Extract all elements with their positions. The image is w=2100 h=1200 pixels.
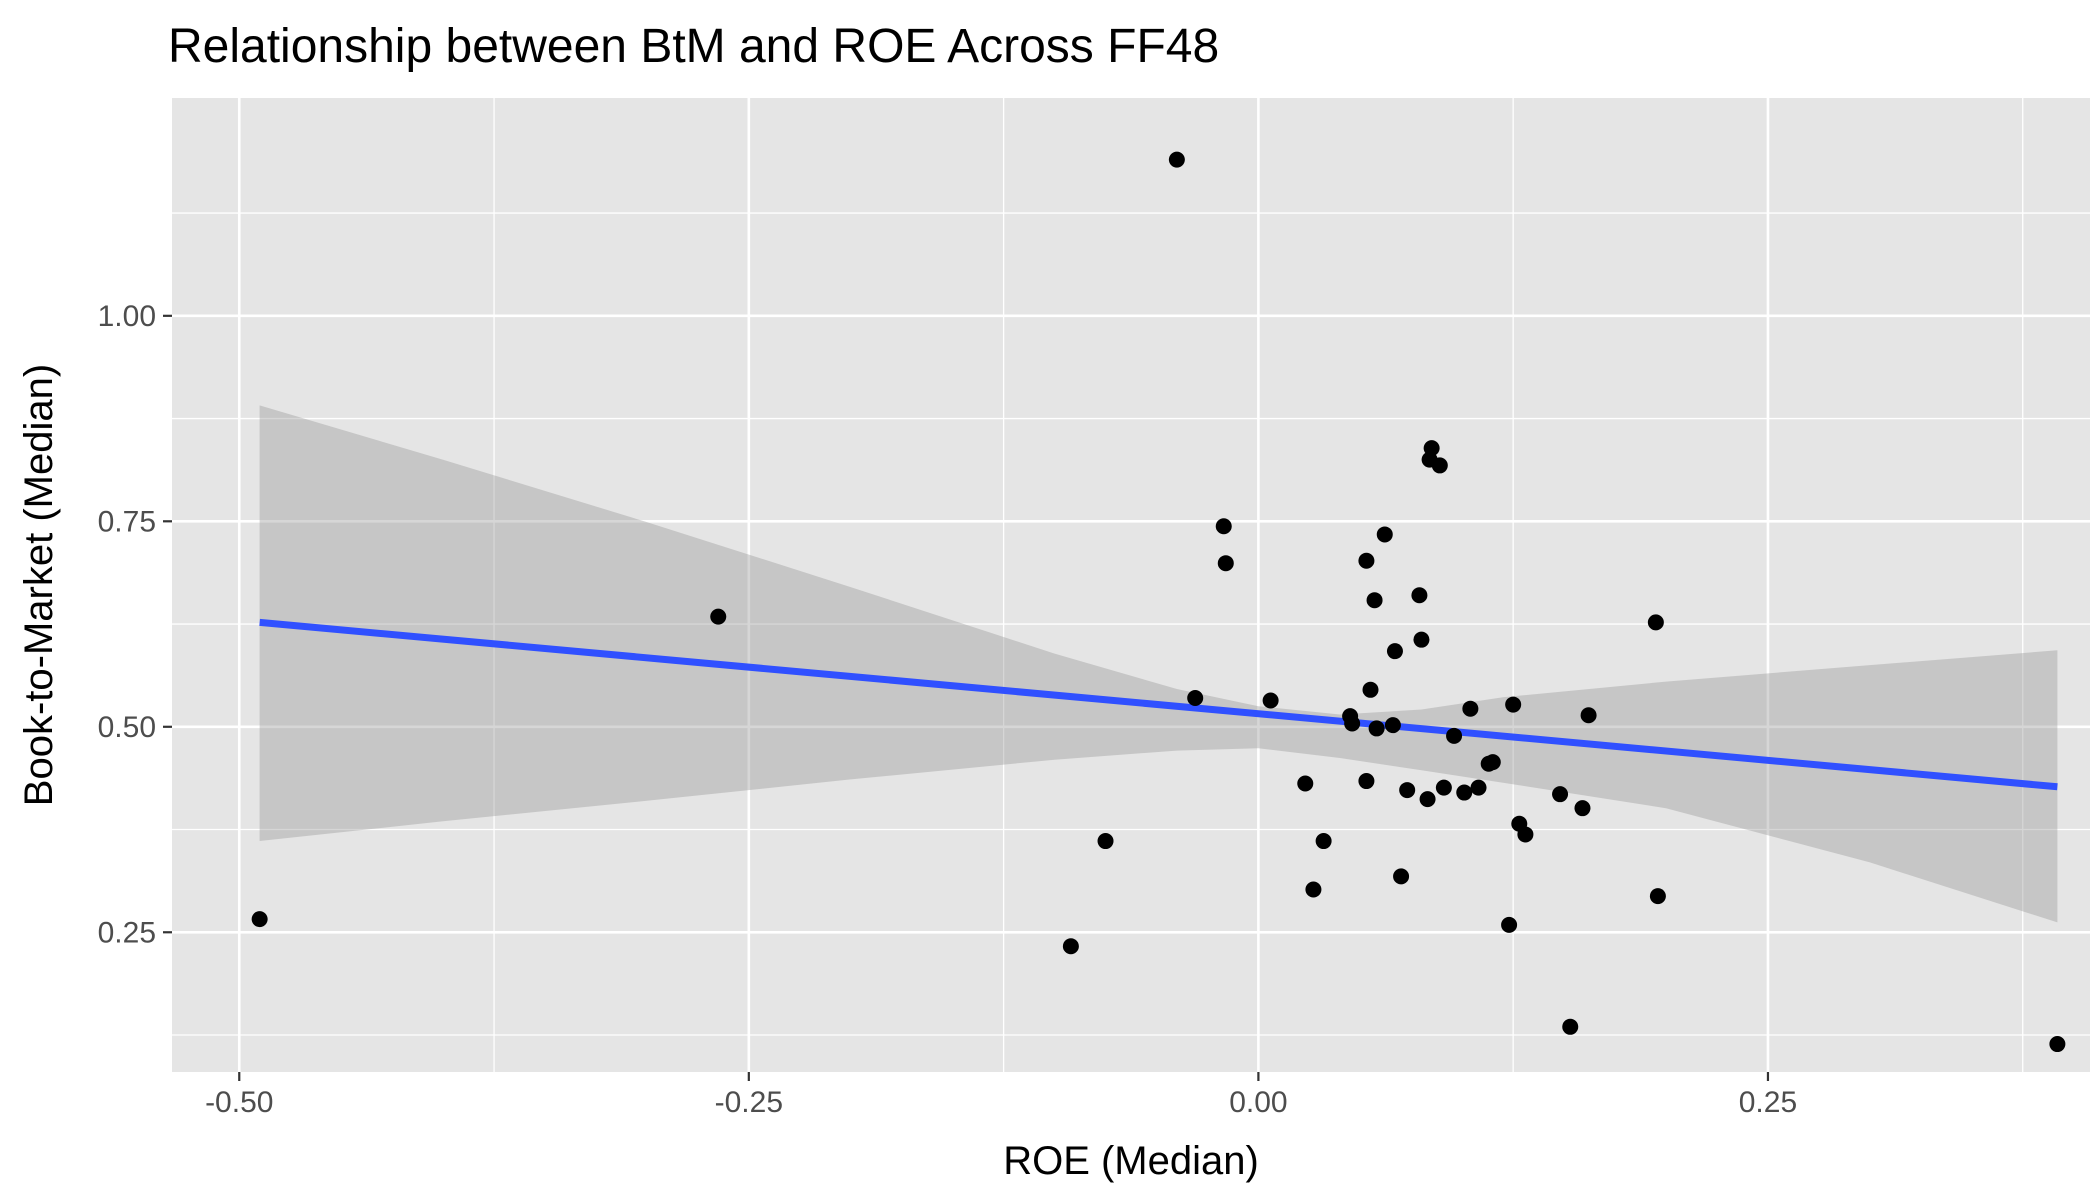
data-point — [710, 608, 727, 625]
data-point — [1376, 526, 1393, 543]
data-point — [1552, 786, 1569, 803]
data-point — [1305, 881, 1322, 898]
data-point — [1062, 938, 1079, 955]
data-point — [1358, 552, 1375, 569]
data-point — [1419, 791, 1436, 808]
chart-title: Relationship between BtM and ROE Across … — [168, 20, 1219, 73]
x-tick-label: -0.50 — [205, 1086, 273, 1119]
data-point — [1462, 700, 1479, 717]
data-points — [251, 151, 2066, 1053]
data-point — [1431, 457, 1448, 474]
data-point — [1435, 779, 1452, 796]
data-point — [2049, 1036, 2066, 1053]
data-point — [1384, 717, 1401, 734]
confidence-band — [259, 405, 2058, 923]
data-point — [1097, 833, 1114, 850]
major-gridlines — [172, 98, 2090, 1072]
data-point — [1366, 592, 1383, 609]
data-point — [1187, 690, 1204, 707]
data-point — [1484, 754, 1501, 771]
data-point — [1647, 614, 1664, 631]
y-axis-title: Book-to-Market (Median) — [17, 364, 61, 806]
regression-line — [259, 618, 2058, 791]
data-point — [1470, 779, 1487, 796]
data-point — [1580, 707, 1597, 724]
data-point — [1399, 782, 1416, 799]
x-axis-title: ROE (Median) — [1003, 1139, 1259, 1183]
data-point — [1574, 800, 1591, 817]
data-point — [1168, 151, 1185, 168]
y-tick-label: 0.50 — [98, 711, 156, 744]
data-point — [1368, 720, 1385, 737]
data-point — [1411, 587, 1428, 604]
data-point — [1362, 681, 1379, 698]
data-point — [1315, 833, 1332, 850]
x-tick-label: 0.00 — [1229, 1086, 1287, 1119]
data-point — [1517, 826, 1534, 843]
x-axis-ticks: -0.50 -0.25 0.00 0.25 — [205, 1072, 1797, 1119]
data-point — [1297, 775, 1314, 792]
data-point — [251, 911, 268, 928]
y-tick-label: 0.75 — [98, 505, 156, 538]
plot-panel — [172, 98, 2090, 1072]
data-point — [1215, 518, 1232, 535]
y-axis-ticks: 0.25 0.50 0.75 1.00 — [98, 300, 172, 949]
minor-gridlines — [172, 98, 2090, 1072]
data-point — [1393, 868, 1410, 885]
y-tick-label: 1.00 — [98, 300, 156, 333]
data-point — [1423, 440, 1440, 457]
x-tick-label: -0.25 — [715, 1086, 783, 1119]
data-point — [1446, 727, 1463, 744]
data-point — [1262, 692, 1279, 709]
data-point — [1649, 888, 1666, 905]
data-point — [1505, 696, 1522, 713]
data-point — [1413, 631, 1430, 648]
data-point — [1217, 555, 1234, 572]
data-point — [1386, 643, 1403, 660]
data-point — [1501, 916, 1518, 933]
y-tick-label: 0.25 — [98, 916, 156, 949]
data-point — [1562, 1018, 1579, 1035]
data-point — [1456, 784, 1473, 801]
data-point — [1344, 715, 1361, 732]
data-point — [1358, 773, 1375, 790]
x-tick-label: 0.25 — [1739, 1086, 1797, 1119]
